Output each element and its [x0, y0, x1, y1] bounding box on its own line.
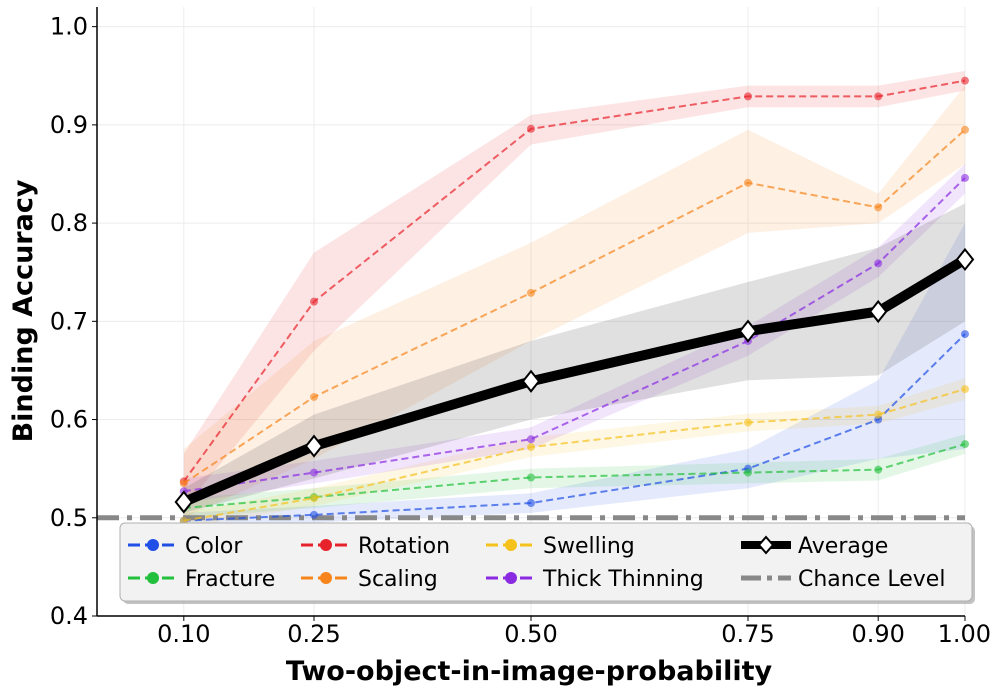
x-tick-label: 0.75 — [721, 620, 774, 648]
legend-item-scaling: Scaling — [301, 567, 438, 592]
x-tick-label: 0.50 — [504, 620, 557, 648]
line-scaling — [183, 129, 966, 485]
band-color — [183, 223, 966, 528]
point-rotation — [527, 124, 535, 133]
point-color — [310, 510, 318, 519]
legend-label-fracture: Fracture — [185, 567, 275, 592]
point-swelling — [310, 494, 318, 503]
line-swelling — [183, 388, 966, 522]
point-scaling — [310, 392, 318, 401]
legend-item-fracture: Fracture — [128, 567, 275, 592]
confidence-bands — [183, 70, 966, 528]
point-swelling — [961, 385, 969, 394]
point-rotation — [961, 76, 969, 85]
band-average — [183, 203, 966, 513]
point-rotation — [310, 297, 318, 306]
x-tick-label: 0.10 — [157, 620, 210, 648]
point-scaling — [744, 178, 752, 187]
legend-label-chance-level: Chance Level — [798, 567, 945, 592]
y-tick-label: 0.6 — [50, 406, 88, 434]
x-tick-label: 0.90 — [851, 620, 904, 648]
point-thick-thinning — [527, 435, 535, 444]
point-scaling — [527, 288, 535, 297]
y-tick-label: 0.8 — [50, 209, 88, 237]
band-rotation — [183, 70, 966, 508]
x-tick-label: 0.25 — [287, 620, 340, 648]
legend-label-swelling: Swelling — [543, 534, 635, 559]
point-thick-thinning — [874, 259, 883, 268]
legend-label-thick-thinning: Thick Thinning — [542, 567, 704, 592]
point-rotation — [744, 92, 752, 101]
point-thick-thinning — [310, 468, 318, 477]
legend-item-chance-level: Chance Level — [741, 567, 945, 592]
legend-marker-rotation — [320, 539, 332, 551]
point-average — [521, 369, 541, 393]
x-axis-title: Two-object-in-image-probability — [286, 656, 773, 687]
point-color — [527, 499, 535, 508]
point-color — [961, 330, 969, 339]
line-thick-thinning — [183, 177, 966, 493]
legend-item-color: Color — [128, 534, 243, 559]
point-scaling — [874, 203, 883, 212]
y-tick-label: 0.7 — [50, 307, 88, 335]
point-scaling — [179, 479, 188, 488]
y-axis-title: Binding Accuracy — [8, 179, 39, 442]
point-scaling — [961, 125, 969, 134]
legend-label-average: Average — [798, 534, 888, 559]
band-swelling — [183, 378, 966, 528]
point-swelling — [744, 418, 752, 427]
point-average — [955, 247, 975, 272]
point-average — [868, 299, 888, 324]
point-fracture — [744, 468, 752, 477]
legend-label-rotation: Rotation — [358, 534, 450, 559]
line-rotation — [182, 79, 966, 483]
axes — [92, 7, 966, 621]
legend: Color Fracture Rotation Scaling Swelling Thic… — [119, 522, 975, 604]
point-average — [304, 434, 324, 458]
legend-item-swelling: Swelling — [486, 534, 635, 559]
point-fracture — [874, 465, 883, 474]
x-tick-label: 1.00 — [938, 620, 991, 648]
series-scaling — [179, 125, 969, 488]
legend-marker-average — [757, 535, 775, 555]
line-fracture — [183, 443, 966, 509]
legend-label-scaling: Scaling — [358, 567, 438, 592]
legend-label-color: Color — [185, 534, 243, 559]
point-fracture — [527, 473, 535, 482]
y-tick-label: 0.9 — [50, 111, 88, 139]
legend-item-thick-thinning: Thick Thinning — [486, 567, 704, 592]
point-thick-thinning — [961, 173, 969, 182]
tick-labels: 0.4 0.5 0.6 0.7 0.8 0.9 1.0 0.10 0.25 0.50 0.75 0.9… — [50, 13, 991, 648]
point-swelling — [527, 443, 535, 452]
legend-marker-thick-thinning — [505, 572, 517, 584]
y-tick-label: 1.0 — [50, 13, 88, 41]
y-tick-label: 0.4 — [50, 602, 88, 630]
legend-marker-color — [147, 539, 159, 551]
legend-item-average: Average — [741, 534, 888, 559]
legend-marker-fracture — [147, 572, 159, 584]
series-average — [174, 247, 975, 514]
point-fracture — [961, 440, 969, 449]
legend-item-rotation: Rotation — [301, 534, 450, 559]
y-tick-label: 0.5 — [50, 504, 88, 532]
point-rotation — [874, 92, 883, 101]
legend-marker-scaling — [320, 572, 332, 584]
series-lines — [174, 76, 975, 525]
point-average — [738, 319, 758, 343]
line-average — [181, 255, 968, 507]
line-color — [183, 333, 966, 522]
point-swelling — [874, 410, 883, 419]
legend-marker-swelling — [505, 539, 517, 551]
point-average — [174, 490, 194, 514]
band-scaling — [183, 85, 966, 518]
